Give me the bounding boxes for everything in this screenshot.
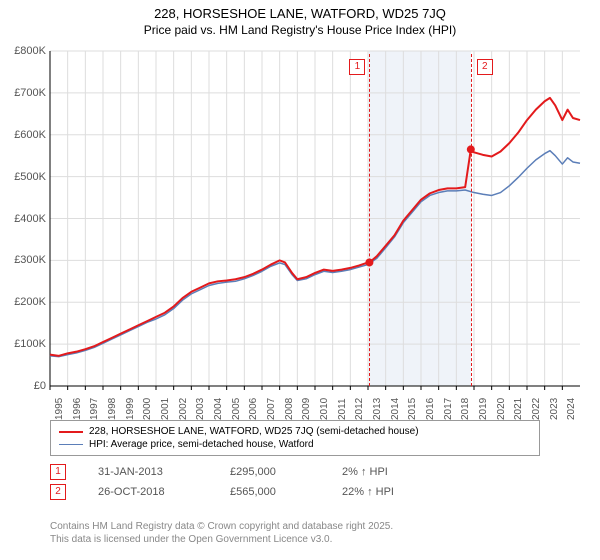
x-tick-label: 2019 [478,398,489,420]
sale-footer-table: 1 31-JAN-2013 £295,000 2% ↑ HPI 2 26-OCT-2018… [50,462,394,502]
x-tick-label: 1998 [107,398,118,420]
chart-svg [0,41,600,391]
x-tick-label: 2013 [372,398,383,420]
legend: 228, HORSESHOE LANE, WATFORD, WD25 7JQ (… [50,420,540,456]
footer-number-box: 1 [50,464,66,480]
x-tick-label: 2002 [178,398,189,420]
x-tick-label: 2023 [549,398,560,420]
x-tick-label: 2001 [160,398,171,420]
marker-vline [369,54,370,386]
x-tick-label: 2000 [142,398,153,420]
legend-label: 228, HORSESHOE LANE, WATFORD, WD25 7JQ (… [89,426,419,437]
x-tick-label: 2014 [390,398,401,420]
x-tick-label: 1997 [89,398,100,420]
x-tick-label: 2003 [195,398,206,420]
footer-price: £565,000 [230,486,310,498]
x-tick-label: 1999 [125,398,136,420]
x-tick-label: 2018 [460,398,471,420]
footer-date: 31-JAN-2013 [98,466,198,478]
marker-vline [471,54,472,386]
x-tick-label: 2022 [531,398,542,420]
x-tick-label: 2006 [248,398,259,420]
marker-number-box: 1 [349,59,365,75]
x-tick-label: 2016 [425,398,436,420]
footer-date: 26-OCT-2018 [98,486,198,498]
x-tick-label: 2012 [354,398,365,420]
x-tick-label: 2004 [213,398,224,420]
x-tick-label: 1996 [72,398,83,420]
footer-sale-row: 1 31-JAN-2013 £295,000 2% ↑ HPI [50,462,394,482]
legend-label: HPI: Average price, semi-detached house,… [89,439,314,450]
footer-price: £295,000 [230,466,310,478]
footer-number-box: 2 [50,484,66,500]
footer-diff: 2% ↑ HPI [342,466,388,478]
chart-title-line1: 228, HORSESHOE LANE, WATFORD, WD25 7JQ [0,0,600,21]
x-tick-label: 2007 [266,398,277,420]
legend-row: HPI: Average price, semi-detached house,… [59,438,531,451]
x-tick-label: 1995 [54,398,65,420]
legend-swatch [59,444,83,446]
x-tick-label: 2020 [496,398,507,420]
x-tick-label: 2024 [566,398,577,420]
chart-title-line2: Price paid vs. HM Land Registry's House … [0,21,600,41]
x-tick-label: 2009 [301,398,312,420]
x-tick-label: 2015 [407,398,418,420]
x-tick-label: 2011 [337,398,348,420]
attribution-line1: Contains HM Land Registry data © Crown c… [50,521,393,532]
chart-area: £0£100K£200K£300K£400K£500K£600K£700K£80… [0,41,600,411]
attribution-line2: This data is licensed under the Open Gov… [50,534,332,545]
x-tick-label: 2008 [284,398,295,420]
attribution-text: Contains HM Land Registry data © Crown c… [50,520,393,546]
legend-row: 228, HORSESHOE LANE, WATFORD, WD25 7JQ (… [59,425,531,438]
x-tick-label: 2021 [513,398,524,420]
legend-swatch [59,431,83,433]
x-tick-label: 2010 [319,398,330,420]
footer-diff: 22% ↑ HPI [342,486,394,498]
footer-sale-row: 2 26-OCT-2018 £565,000 22% ↑ HPI [50,482,394,502]
marker-number-box: 2 [477,59,493,75]
x-tick-label: 2017 [443,398,454,420]
x-tick-label: 2005 [231,398,242,420]
